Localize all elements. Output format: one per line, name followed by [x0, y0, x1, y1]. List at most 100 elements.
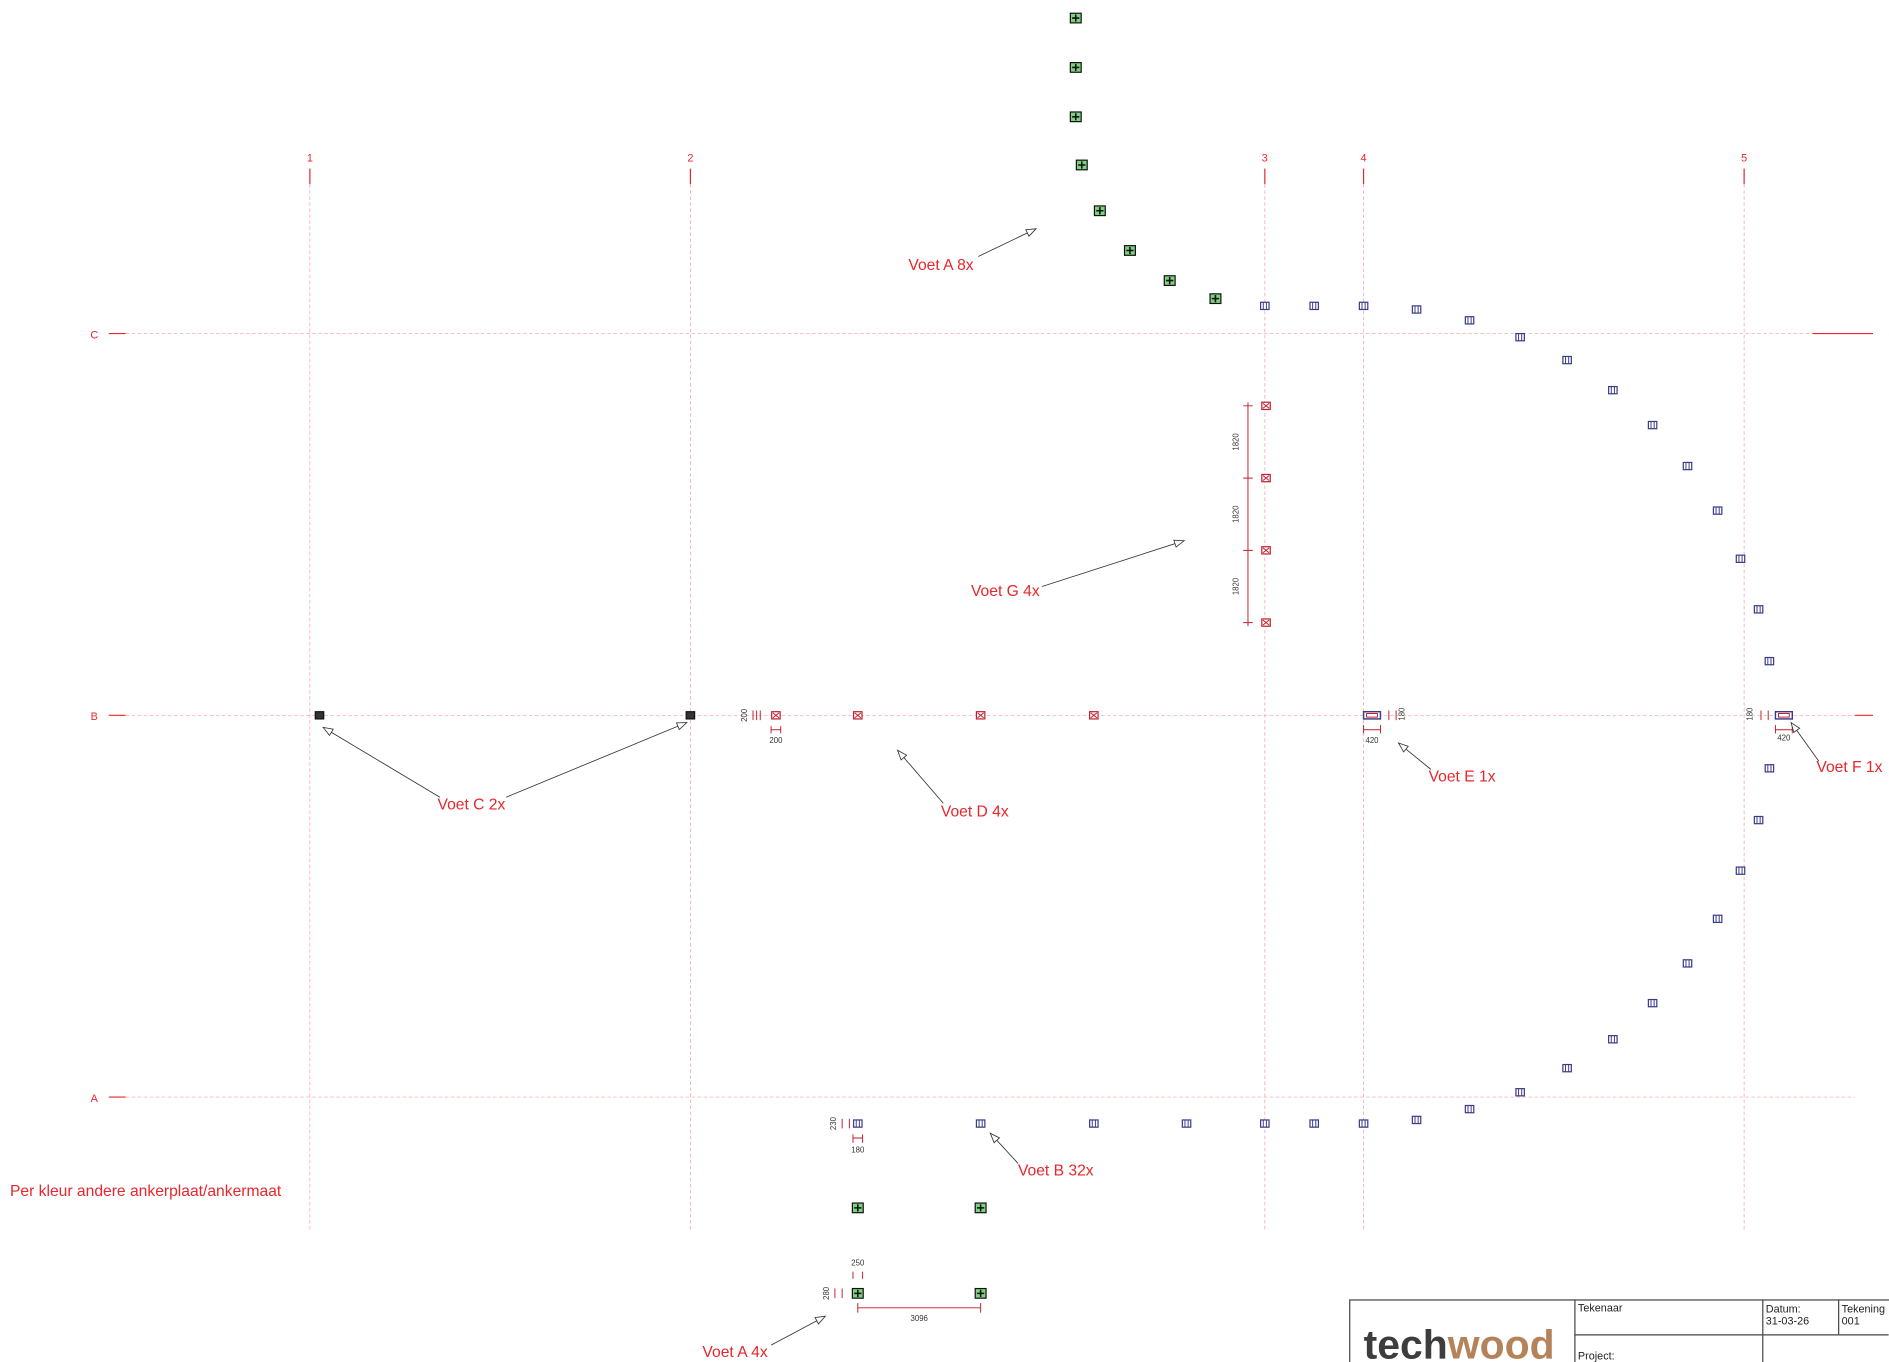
callout-label: Voet B 32x [1018, 1162, 1094, 1179]
grid-label: 5 [1741, 152, 1747, 164]
anchor-plate [1260, 301, 1270, 311]
plate-mark [1126, 246, 1134, 255]
plate-mark [1414, 1116, 1419, 1124]
grid-label: 2 [687, 152, 693, 164]
leader-line [770, 1315, 826, 1346]
arrow-head [322, 726, 334, 737]
plate-mark [1262, 619, 1270, 626]
plate-mark [1361, 1119, 1366, 1128]
plate-mark [978, 1119, 983, 1128]
anchor-plate [1562, 355, 1572, 365]
dimension-label: 3096 [911, 1314, 928, 1323]
plate-mark [1090, 712, 1098, 719]
plate-mark [1738, 867, 1743, 875]
plate [1089, 1119, 1099, 1128]
plate-mark [1650, 999, 1655, 1007]
leader [978, 228, 1038, 257]
grid-label: 4 [1361, 152, 1367, 164]
plate-mark [1467, 316, 1472, 324]
plate [1260, 1119, 1270, 1128]
anchor-plate [1093, 205, 1106, 217]
plate [1735, 554, 1746, 563]
dimension-label: 200 [740, 708, 749, 722]
arrow-head [814, 1315, 827, 1325]
leader [1790, 721, 1820, 762]
leader [1041, 539, 1186, 587]
callout-label: Voet E 1x [1429, 769, 1496, 786]
plate [314, 711, 325, 720]
anchor-plate [1362, 710, 1382, 720]
leader [770, 1315, 827, 1346]
leader-line [978, 228, 1037, 257]
drawing-label: Tekening [1842, 1304, 1885, 1316]
anchor-plate [1712, 506, 1723, 515]
title-block: Tekenaar Datum: 31-03-26 Tekening 001 Pr… [1349, 1299, 1889, 1362]
plate-mark [1565, 356, 1570, 364]
plate [1682, 461, 1693, 471]
plate-mark [1414, 305, 1419, 314]
arrow-head [675, 722, 688, 731]
callout-label: Voet C 2x [438, 796, 506, 813]
anchor-plate [1069, 111, 1082, 123]
anchor-plate [685, 711, 696, 720]
anchor-plate [1261, 401, 1271, 411]
anchor-plate [1735, 554, 1746, 563]
leader [1397, 742, 1432, 770]
dimension-label: 180 [851, 1145, 865, 1154]
plate [1712, 914, 1723, 924]
anchor-plate [1261, 618, 1271, 627]
arrow-head [896, 749, 908, 761]
plate-mark [854, 1289, 862, 1297]
anchor-plate [1764, 656, 1775, 666]
anchor-plate [1515, 1088, 1525, 1097]
plate-mark [1262, 547, 1270, 554]
grid-label: 3 [1262, 152, 1268, 164]
callout-label: Voet F 1x [1816, 759, 1882, 776]
anchor-plate [852, 711, 863, 720]
dimension-label: 1820 [1231, 577, 1240, 595]
anchor-plate [1358, 301, 1369, 311]
plate-mark [1078, 161, 1086, 169]
plate [1647, 420, 1658, 430]
anchor-plate [1753, 605, 1764, 614]
logo: techwood [1364, 1321, 1555, 1362]
anchor-plate [1647, 998, 1658, 1008]
plate [1515, 332, 1525, 342]
anchor-plate [1647, 420, 1658, 430]
plate-mark [1096, 207, 1104, 215]
plate-mark [855, 1119, 860, 1128]
anchor-plate [1209, 293, 1222, 305]
anchor-plate [314, 711, 325, 720]
plate-mark [1650, 421, 1655, 429]
anchor-plate [1608, 1035, 1618, 1044]
plate [685, 711, 696, 720]
anchor-plate [1774, 710, 1794, 720]
anchor-plate [1735, 866, 1746, 875]
anchor-plate [1260, 1119, 1270, 1128]
plate [1411, 305, 1422, 314]
dimension-line [1760, 710, 1793, 734]
dimension-line [857, 1302, 982, 1313]
anchor-plate [1123, 245, 1136, 256]
plate-mark [1610, 386, 1615, 394]
dimension-line [1363, 710, 1397, 734]
leader-line [897, 749, 944, 804]
anchor-plate [1089, 1119, 1099, 1128]
drawing-number: 001 [1842, 1316, 1860, 1328]
plate [1753, 605, 1764, 614]
anchor-plate [1309, 301, 1320, 311]
anchor-plate [1764, 764, 1775, 773]
plate-mark [1072, 63, 1080, 72]
leader [322, 726, 441, 798]
anchor-plate [1712, 914, 1723, 924]
grid-label: C [90, 329, 98, 341]
anchor-plate [851, 1287, 864, 1299]
plate-mark [1312, 1119, 1317, 1128]
dimension-label: 1820 [1231, 433, 1240, 451]
plate-mark [1715, 506, 1720, 515]
anchor-plate [1309, 1119, 1320, 1128]
dimension-label: 180 [1398, 707, 1407, 721]
leader [989, 1132, 1019, 1164]
plate-mark [1685, 959, 1690, 968]
callout-label: Voet A 8x [908, 257, 973, 274]
